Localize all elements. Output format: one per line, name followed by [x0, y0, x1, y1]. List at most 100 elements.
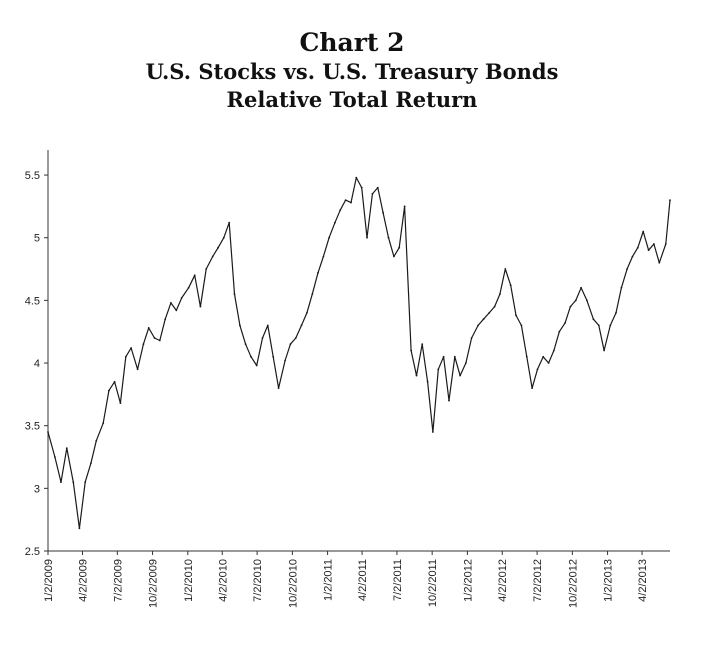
data-point: [277, 387, 280, 389]
data-point: [65, 447, 68, 450]
data-point: [300, 324, 303, 327]
y-tick-label: 4: [34, 358, 40, 370]
x-tick-label: 4/2/2010: [217, 559, 229, 602]
data-point: [393, 255, 395, 258]
x-tick-label: 10/2/2009: [148, 559, 160, 608]
data-point: [244, 343, 247, 346]
data-point: [360, 186, 363, 189]
data-point: [403, 205, 406, 208]
data-point: [442, 355, 445, 358]
data-point: [328, 236, 330, 239]
x-tick-label: 7/2/2009: [112, 559, 124, 602]
data-point: [658, 261, 661, 264]
x-tick-label: 1/2/2011: [323, 559, 335, 601]
data-point: [574, 299, 577, 302]
data-point: [437, 368, 440, 371]
data-point: [153, 337, 156, 339]
data-point: [193, 274, 196, 277]
data-point: [233, 293, 236, 295]
data-point: [415, 374, 418, 377]
data-point: [465, 362, 467, 364]
data-point: [47, 431, 49, 433]
data-point: [284, 359, 286, 362]
data-point: [558, 330, 561, 333]
data-point: [211, 255, 214, 258]
data-point: [631, 255, 634, 258]
data-point: [586, 299, 588, 302]
x-tick-label: 1/2/2012: [462, 559, 474, 602]
data-point: [217, 246, 220, 249]
data-point: [199, 305, 202, 308]
data-point: [448, 399, 450, 402]
data-point: [222, 236, 225, 239]
y-tick-label: 2.5: [25, 546, 40, 558]
x-tick-label: 4/2/2013: [637, 559, 649, 602]
data-point: [499, 293, 501, 295]
y-tick-label: 5.5: [25, 170, 40, 182]
data-point: [266, 324, 269, 327]
data-point: [350, 201, 352, 204]
data-point: [306, 312, 308, 314]
data-point: [164, 318, 167, 321]
data-point: [255, 364, 258, 367]
data-point: [410, 349, 412, 352]
x-tick-label: 7/2/2012: [532, 559, 544, 602]
data-point: [520, 324, 523, 327]
data-point: [536, 368, 539, 371]
data-point: [136, 368, 139, 371]
data-point: [250, 355, 252, 358]
data-point: [488, 312, 491, 314]
data-point: [493, 305, 496, 308]
data-point: [239, 324, 241, 327]
data-point: [119, 402, 122, 404]
data-point: [515, 314, 517, 317]
data-point: [322, 255, 325, 258]
data-point: [180, 297, 183, 299]
x-tick-label: 1/2/2009: [43, 559, 55, 602]
data-point: [113, 380, 116, 383]
data-point: [294, 337, 297, 339]
data-point: [580, 286, 582, 289]
title-block: Chart 2 U.S. Stocks vs. U.S. Treasury Bo…: [0, 28, 704, 114]
y-tick-label: 4.5: [25, 295, 40, 307]
chart-plot-area: [47, 176, 671, 530]
data-point: [525, 355, 528, 358]
data-point: [130, 347, 133, 349]
chart-axes: 2.5 3 3.5 4 4.5 5 5.5 1/2/2009 4/2/2009 7/2/2009 1…: [25, 150, 670, 608]
x-tick-label: 7/2/2010: [252, 559, 264, 602]
data-point: [542, 355, 545, 358]
data-point: [547, 362, 550, 364]
data-point: [597, 324, 600, 327]
data-point: [509, 284, 512, 287]
y-tick-label: 3.5: [25, 421, 40, 433]
data-point: [592, 318, 595, 321]
data-point: [647, 249, 650, 252]
data-point: [387, 236, 390, 239]
x-tick-label: 4/2/2009: [77, 559, 89, 602]
data-point: [432, 431, 434, 433]
chart-subtitle-line-2: Relative Total Return: [226, 87, 478, 112]
data-point: [569, 305, 572, 308]
data-point: [653, 243, 655, 245]
data-point: [553, 349, 555, 352]
x-tick-label: 1/2/2013: [603, 559, 615, 602]
data-point: [504, 268, 507, 270]
x-tick-label: 4/2/2011: [357, 559, 369, 601]
chart-subtitle-line-1: U.S. Stocks vs. U.S. Treasury Bonds: [145, 59, 559, 84]
data-point: [355, 176, 358, 179]
x-tick-label: 10/2/2010: [287, 559, 299, 608]
data-point: [334, 221, 336, 224]
data-point: [664, 243, 667, 245]
data-point: [531, 387, 533, 389]
data-point: [142, 343, 145, 346]
data-point: [642, 230, 645, 233]
data-point: [421, 343, 424, 346]
data-point: [477, 324, 479, 327]
series-line: [47, 177, 671, 529]
data-point: [636, 246, 639, 249]
data-point: [72, 481, 75, 483]
data-point: [272, 355, 275, 358]
x-tick-label: 10/2/2012: [567, 559, 579, 608]
data-point: [228, 221, 231, 224]
